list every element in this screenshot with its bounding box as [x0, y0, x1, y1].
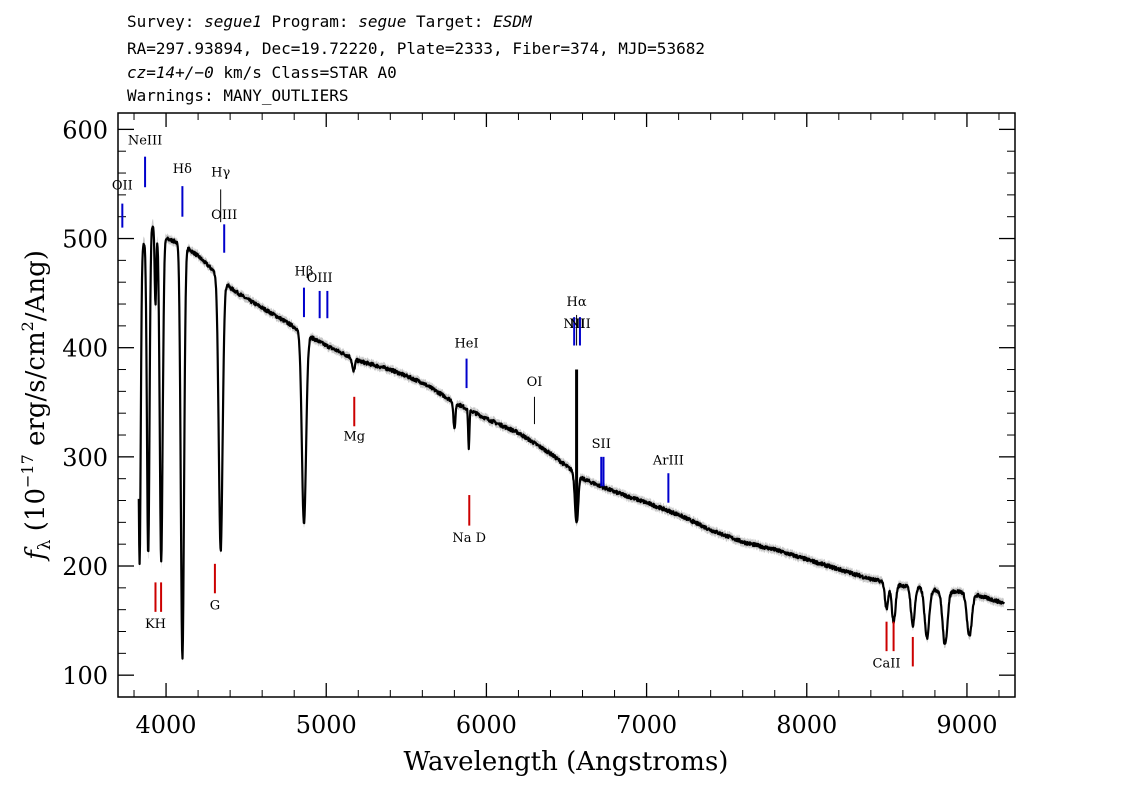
flux-line	[137, 225, 1005, 660]
line-marker-label: Hδ	[173, 162, 192, 177]
header-line-3: cz=14+/−0 km/s Class=STAR A0	[127, 63, 397, 82]
x-tick-label: 8000	[776, 711, 837, 739]
line-marker-label: Mg	[343, 429, 365, 444]
x-tick-label: 7000	[616, 711, 677, 739]
line-marker-label: NII	[569, 317, 591, 332]
y-tick-label: 600	[62, 116, 108, 144]
header-line-2: RA=297.93894, Dec=19.72220, Plate=2333, …	[127, 39, 705, 58]
x-tick-label: 9000	[936, 711, 997, 739]
line-marker-label: NeIII	[128, 134, 162, 149]
y-tick-label: 300	[62, 444, 108, 472]
x-tick-label: 5000	[296, 711, 357, 739]
line-marker-label: KH	[145, 617, 166, 632]
line-marker-label: OIII	[211, 208, 237, 223]
line-marker-label: SII	[592, 437, 611, 452]
y-axis-label: fλ (10−17 erg/s/cm2/Ang)	[18, 250, 55, 562]
line-marker-label: HeI	[454, 337, 478, 352]
line-marker-label: ArIII	[652, 453, 684, 468]
line-marker-label: Hα	[567, 295, 587, 310]
x-tick-label: 4000	[136, 711, 197, 739]
header-line-1: Survey: segue1 Program: segue Target: ES…	[127, 12, 533, 31]
error-band-area	[138, 219, 1004, 663]
line-marker-label: OI	[527, 375, 543, 390]
y-tick-label: 400	[62, 335, 108, 363]
line-marker-label: OII	[112, 178, 133, 193]
y-tick-label: 500	[62, 226, 108, 254]
x-tick-label: 6000	[456, 711, 517, 739]
y-tick-label: 200	[62, 553, 108, 581]
line-marker-label: Hγ	[211, 165, 230, 180]
flux-series	[137, 225, 1005, 660]
line-marker-label: OIII	[307, 271, 333, 286]
header-line-4: Warnings: MANY_OUTLIERS	[127, 86, 349, 105]
error-band	[138, 219, 1004, 663]
y-tick-label: 100	[62, 662, 108, 690]
x-axis-label: Wavelength (Angstroms)	[404, 747, 729, 777]
plot-frame	[117, 112, 1016, 698]
line-marker-label: CaII	[873, 657, 901, 672]
line-marker-label: Hβ	[295, 265, 314, 280]
line-marker-label: Na D	[452, 531, 486, 546]
line-marker-label: G	[210, 599, 220, 614]
axis-ticks: 4000 5000 6000 7000 8000 9000 100 200 300 400 500 6…	[62, 113, 1015, 739]
